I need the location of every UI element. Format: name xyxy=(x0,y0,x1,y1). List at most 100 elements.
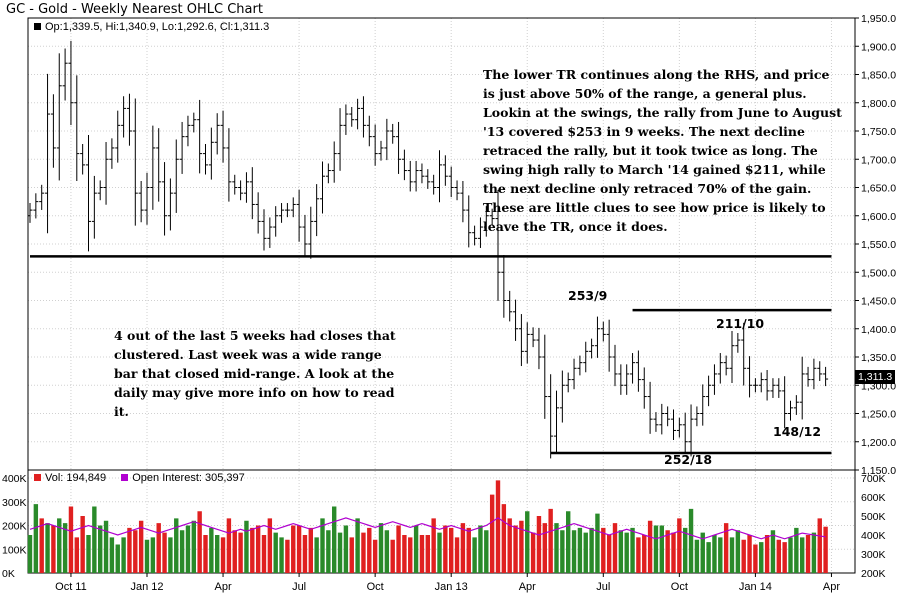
volume-bar xyxy=(489,494,495,573)
volume-bar xyxy=(484,530,489,573)
last-price-label: 1,311.3 xyxy=(855,370,896,384)
swing-label-211-10: 211/10 xyxy=(716,316,765,331)
volume-legend: Vol: 194,849 Open Interest: 305,397 xyxy=(34,472,245,484)
volume-bar xyxy=(203,535,208,573)
volume-bar xyxy=(618,530,624,573)
volume-bar xyxy=(150,537,156,573)
volume-bar xyxy=(27,535,33,573)
volume-bar xyxy=(408,537,413,573)
volume-bar xyxy=(197,511,202,573)
volume-tick-label: 400K xyxy=(2,473,27,485)
volume-bar xyxy=(437,532,442,573)
volume-bar xyxy=(185,525,191,573)
open-interest-axis-ticks: 700K 600K 500K 400K 300K 200K xyxy=(861,473,886,580)
price-tick-label: 1,850.0 xyxy=(861,70,896,82)
volume-bar xyxy=(138,520,144,573)
time-tick-label: Apr xyxy=(519,581,536,593)
volume-bar xyxy=(355,518,360,573)
volume-bars xyxy=(27,480,828,573)
volume-bar xyxy=(525,511,530,573)
volume-bar xyxy=(121,537,126,573)
volume-bar xyxy=(168,537,173,573)
price-tick-label: 1,400.0 xyxy=(861,324,896,336)
volume-bar xyxy=(103,520,109,573)
volume-bar xyxy=(571,530,577,573)
volume-bar xyxy=(51,525,56,573)
volume-bar xyxy=(384,530,390,573)
volume-bar xyxy=(179,530,185,573)
volume-bar xyxy=(144,539,150,573)
time-tick-label: Apr xyxy=(823,581,840,593)
price-tick-label: 1,750.0 xyxy=(861,126,896,138)
annotation-recent-closes: 4 out of the last 5 weeks had closes tha… xyxy=(114,328,396,419)
volume-bar xyxy=(250,527,255,573)
volume-bar xyxy=(425,535,430,573)
volume-bar xyxy=(530,532,536,573)
price-tick-label: 1,550.0 xyxy=(861,239,896,251)
volume-bar xyxy=(33,504,39,573)
volume-bar xyxy=(671,532,676,573)
volume-bar xyxy=(723,523,729,573)
volume-bar xyxy=(694,539,700,573)
volume-bar xyxy=(706,542,711,573)
oi-tick-label: 400K xyxy=(861,530,886,542)
oi-tick-label: 200K xyxy=(861,568,886,580)
volume-bar xyxy=(349,537,354,573)
volume-bar xyxy=(460,523,466,573)
volume-bar xyxy=(683,527,688,573)
price-tick-label: 1,650.0 xyxy=(861,183,896,195)
volume-bar xyxy=(589,527,594,573)
volume-bar xyxy=(74,537,79,573)
time-tick-label: Oct xyxy=(367,581,384,593)
volume-bar xyxy=(92,506,97,573)
volume-bar xyxy=(624,532,629,573)
price-tick-label: 1,200.0 xyxy=(861,437,896,449)
time-tick-label: Jul xyxy=(292,581,306,593)
volume-bar xyxy=(45,523,50,573)
volume-bar xyxy=(770,530,776,573)
volume-bar xyxy=(548,508,553,573)
volume-bar xyxy=(519,520,524,573)
time-tick-label: Apr xyxy=(214,581,231,593)
volume-bar xyxy=(495,480,501,573)
volume-bar xyxy=(326,530,331,573)
oi-tick-label: 600K xyxy=(861,492,886,504)
oi-tick-label: 700K xyxy=(861,473,886,485)
volume-bar xyxy=(741,539,746,573)
volume-bar xyxy=(478,525,483,573)
volume-bar xyxy=(642,535,647,573)
volume-bar xyxy=(554,523,559,573)
volume-bar xyxy=(396,525,401,573)
volume-bar xyxy=(320,518,325,573)
volume-bar xyxy=(238,532,243,573)
open-interest-series xyxy=(29,517,826,540)
volume-bar xyxy=(659,525,664,573)
time-tick-label: Jan 13 xyxy=(435,581,468,593)
volume-bar xyxy=(413,525,419,573)
vol-legend-text: Vol: 194,849 xyxy=(45,472,107,484)
volume-tick-label: 200K xyxy=(2,521,27,533)
volume-bar xyxy=(361,532,366,573)
volume-bar xyxy=(191,520,196,573)
volume-bar xyxy=(279,537,284,573)
volume-bar xyxy=(454,537,460,573)
volume-bar xyxy=(513,525,518,573)
volume-bar xyxy=(805,535,811,573)
oi-legend-text: Open Interest: 305,397 xyxy=(132,472,245,484)
vol-legend-swatch xyxy=(34,474,41,481)
oi-tick-label: 300K xyxy=(861,549,886,561)
volume-bar xyxy=(337,532,343,573)
price-tick-label: 1,700.0 xyxy=(861,154,896,166)
time-tick-label: Jul xyxy=(596,581,610,593)
volume-bar xyxy=(688,508,694,573)
volume-bar xyxy=(62,523,68,573)
price-legend-swatch xyxy=(34,23,41,30)
price-tick-label: 1,250.0 xyxy=(861,409,896,421)
price-tick-label: 1,950.0 xyxy=(861,13,896,25)
volume-bar xyxy=(712,535,717,573)
volume-bar xyxy=(542,523,547,573)
volume-bar xyxy=(601,527,606,573)
volume-bar xyxy=(606,535,612,573)
volume-bar xyxy=(390,539,395,573)
volume-bar xyxy=(127,527,132,573)
